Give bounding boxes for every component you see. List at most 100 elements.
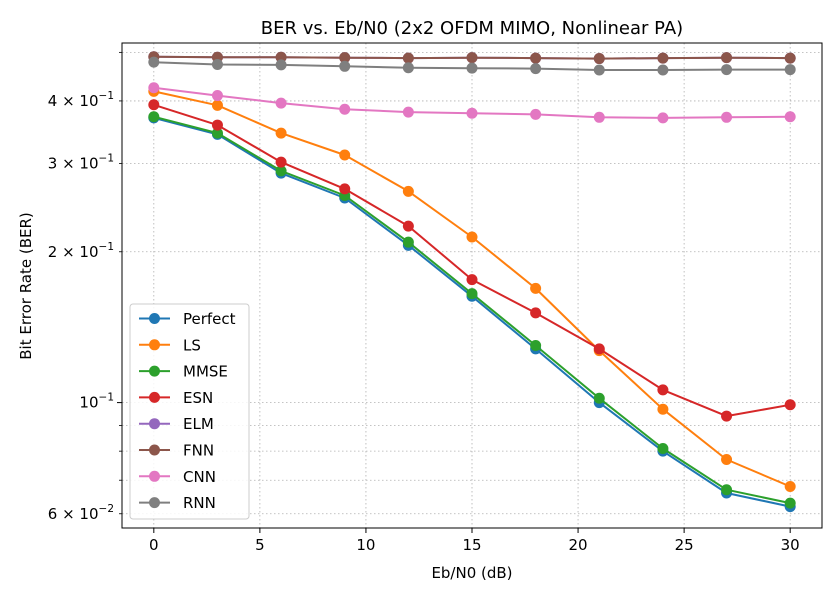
legend-marker — [149, 339, 160, 351]
x-tick-label: 0 — [149, 536, 159, 554]
data-point — [402, 106, 414, 118]
data-point — [211, 90, 223, 102]
data-point — [402, 220, 414, 232]
legend-marker — [149, 470, 160, 482]
legend-item-rnn: RNN — [139, 494, 216, 512]
data-point — [148, 82, 160, 94]
data-point — [657, 384, 669, 396]
data-point — [784, 497, 796, 509]
data-point — [657, 52, 669, 64]
data-point — [530, 63, 542, 75]
ticks: 0 5 10 15 20 25 30 6 × 10−2 2 × 10−1 3 × 10−1 4 × … — [48, 51, 800, 554]
x-tick-label: 20 — [569, 536, 588, 554]
series-fnn — [148, 51, 796, 65]
x-tick-label: 5 — [255, 536, 265, 554]
data-point — [784, 481, 796, 493]
data-point — [275, 97, 287, 109]
y-tick-label: 10−1 — [79, 392, 114, 412]
data-point — [339, 60, 351, 72]
legend-item-cnn: CNN — [139, 468, 216, 486]
data-point — [530, 52, 542, 64]
legend-label: ELM — [183, 415, 214, 433]
legend-marker — [149, 391, 160, 403]
legend-marker — [149, 444, 160, 456]
data-point — [657, 64, 669, 76]
x-tick-label: 30 — [781, 536, 800, 554]
x-tick-label: 25 — [675, 536, 694, 554]
data-point — [402, 185, 414, 197]
y-tick-label: 3 × 10−1 — [48, 153, 114, 173]
series-layer — [148, 51, 796, 513]
data-point — [657, 403, 669, 415]
legend-label: ESN — [183, 389, 213, 407]
data-point — [721, 64, 733, 76]
data-point — [275, 59, 287, 71]
legend-item-esn: ESN — [139, 389, 213, 407]
data-point — [593, 53, 605, 65]
legend-item-mmse: MMSE — [139, 363, 228, 381]
legend-label: LS — [183, 336, 201, 354]
x-tick-label: 15 — [462, 536, 481, 554]
data-point — [339, 103, 351, 115]
data-point — [339, 149, 351, 161]
data-point — [466, 288, 478, 300]
data-point — [275, 51, 287, 63]
data-point — [466, 62, 478, 74]
data-point — [211, 119, 223, 131]
data-point — [657, 112, 669, 124]
data-point — [275, 156, 287, 168]
data-point — [530, 282, 542, 294]
data-point — [784, 52, 796, 64]
data-point — [721, 484, 733, 496]
data-point — [339, 183, 351, 195]
data-point — [593, 343, 605, 355]
data-point — [530, 340, 542, 352]
data-point — [466, 52, 478, 64]
data-point — [211, 58, 223, 70]
data-point — [721, 453, 733, 465]
legend-item-fnn: FNN — [139, 442, 214, 460]
series-cnn — [148, 82, 796, 124]
data-point — [211, 99, 223, 111]
data-point — [148, 56, 160, 68]
y-tick-label: 2 × 10−1 — [48, 241, 114, 261]
legend-box — [129, 303, 250, 520]
legend-label: RNN — [183, 494, 216, 512]
data-point — [593, 111, 605, 123]
data-point — [784, 399, 796, 411]
data-point — [784, 64, 796, 76]
x-axis-title: Eb/N0 (dB) — [431, 564, 512, 582]
legend-marker — [149, 497, 160, 509]
legend-marker — [149, 365, 160, 377]
data-point — [530, 108, 542, 120]
data-point — [466, 231, 478, 243]
legend-item-elm: ELM — [139, 415, 214, 433]
legend-marker — [149, 313, 160, 324]
data-point — [402, 236, 414, 248]
legend-marker — [149, 418, 160, 430]
legend-label: MMSE — [183, 363, 228, 381]
data-point — [593, 392, 605, 404]
data-point — [466, 107, 478, 119]
legend-item-perfect: Perfect — [139, 310, 236, 328]
x-tick-label: 10 — [356, 536, 375, 554]
series-rnn — [148, 56, 796, 76]
data-point — [339, 52, 351, 64]
legend-label: CNN — [183, 468, 216, 486]
legend-label: Perfect — [183, 310, 236, 328]
data-point — [593, 64, 605, 76]
data-point — [721, 111, 733, 123]
data-point — [402, 62, 414, 74]
series-mmse — [148, 111, 796, 509]
y-tick-label: 6 × 10−2 — [48, 503, 114, 523]
data-point — [657, 442, 669, 454]
legend: Perfect LS MMSE ESN ELM FNN CNN RNN — [129, 303, 250, 520]
data-point — [275, 165, 287, 177]
data-point — [466, 274, 478, 286]
data-point — [721, 410, 733, 422]
data-point — [148, 99, 160, 111]
data-point — [721, 52, 733, 64]
y-axis-title: Bit Error Rate (BER) — [17, 212, 35, 360]
